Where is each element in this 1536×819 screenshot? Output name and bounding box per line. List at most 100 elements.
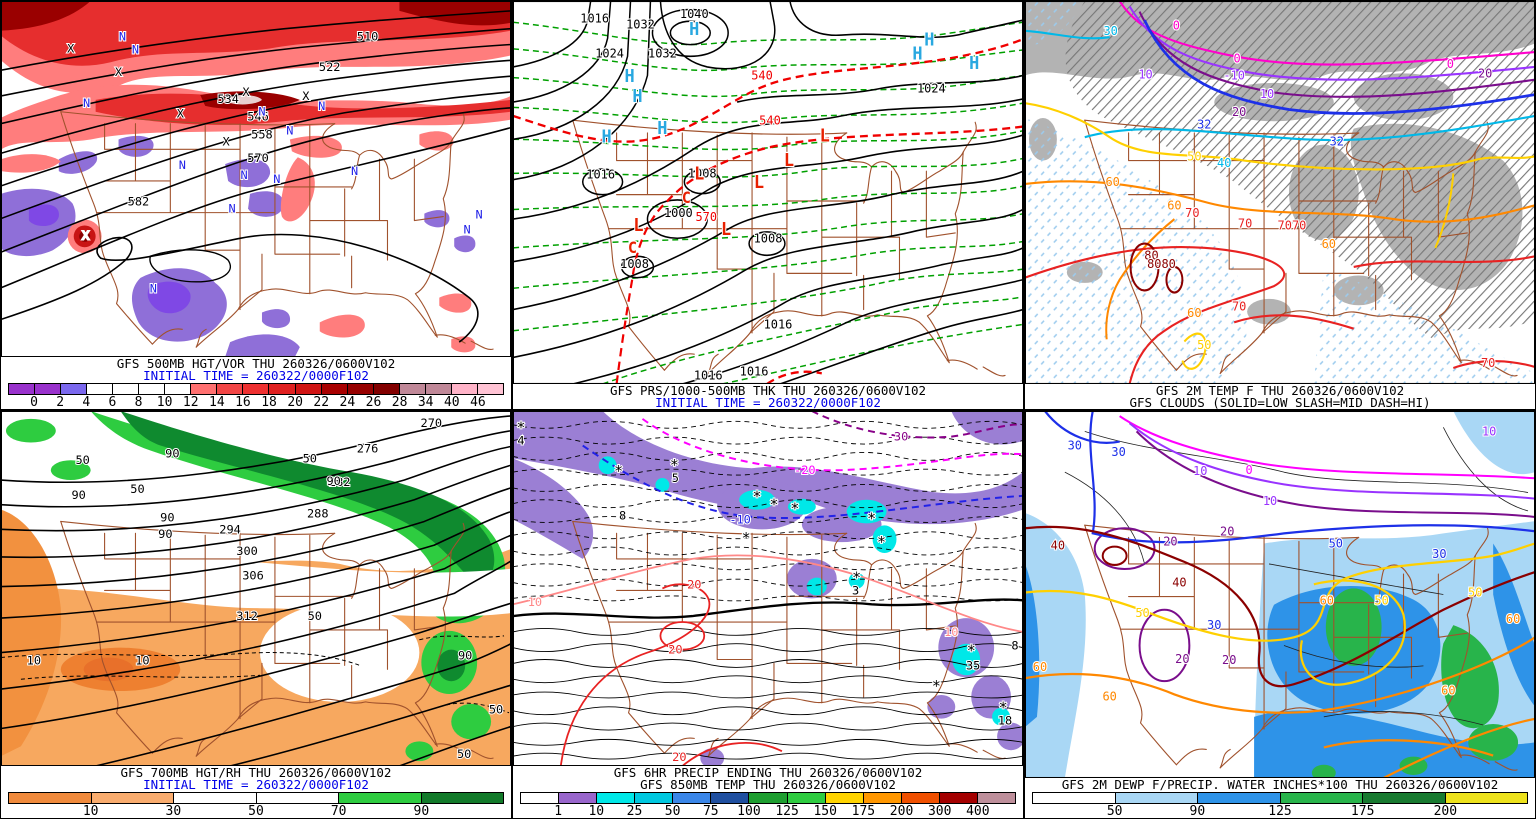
colorbar-segment: [113, 384, 140, 394]
panel-titles: GFS 2M DEWP F/PRECIP. WATER INCHES*100 T…: [1025, 778, 1535, 791]
panel-precip-850temp: -30 -20 -10 10 10 20 20 20 * 4 * 5 * 8 * * * * * * * 3 * 35 * * 18…: [512, 410, 1024, 819]
colorbar-segment: [749, 793, 788, 803]
map-label: L: [820, 126, 830, 147]
map-label: 0: [1246, 463, 1253, 477]
height-contours-700mb: [1, 415, 511, 766]
map-label: N: [228, 202, 235, 216]
map-label: 30: [1207, 618, 1221, 632]
map-label: 1032: [626, 17, 655, 31]
colorbar-segment: [243, 384, 270, 394]
map-label: 90: [458, 649, 472, 663]
colorbar-tick-label: 150: [813, 804, 837, 819]
colorbar-tick-label: 26: [365, 395, 382, 410]
map-label: 1016: [586, 167, 615, 181]
map-label: 40: [1172, 575, 1186, 589]
colorbar-tick-label: 4: [82, 395, 91, 410]
colorbar-tick-label: 400: [966, 804, 990, 819]
map-label: N: [119, 30, 126, 44]
rh-contours-dashed: [1, 635, 510, 714]
map-label: *: [999, 699, 1008, 717]
colorbar-tick-label: 28: [391, 395, 408, 410]
map-label: 8: [619, 509, 626, 523]
map-label: 534: [217, 92, 239, 106]
colorbar-tick-label: 50: [664, 804, 681, 819]
colorbar-tick-label: 2: [56, 395, 65, 410]
map-label: 0: [1447, 57, 1454, 71]
colorbar-tick-label: 50: [1106, 804, 1123, 819]
map-labels-layer: 270 276 282 288 294 300 306 312 90 50 90 50 90 90 50 90…: [26, 415, 505, 762]
map-label: N: [150, 282, 157, 296]
map-label: 1008: [688, 166, 717, 180]
pwat-blue-shading: [1025, 543, 1535, 778]
colorbar-rh: 10 30 50 70 90: [1, 791, 511, 818]
colorbar-tick-label: 46: [470, 395, 486, 410]
colorbar-segment: [256, 793, 339, 803]
panel-title: GFS 500MB HGT/VOR THU 260326/0600V102: [116, 356, 396, 371]
map-label: *: [670, 456, 679, 474]
map-label: 10: [1482, 424, 1496, 438]
map-label: 50: [1374, 594, 1388, 608]
colorbar-segment: [87, 384, 114, 394]
colorbar-segment: [217, 384, 244, 394]
map-label: 8080: [1147, 257, 1176, 271]
colorbar-segment: [1033, 793, 1116, 803]
panel-title: GFS 6HR PRECIP ENDING THU 260326/0600V10…: [613, 765, 923, 780]
map-label: 1040: [680, 7, 709, 21]
map-label: 10: [135, 653, 149, 667]
panel-titles: GFS 6HR PRECIP ENDING THU 260326/0600V10…: [513, 766, 1023, 791]
colorbar-segment: [863, 793, 902, 803]
colorbar-segment: [1198, 793, 1281, 803]
map-label: 558: [251, 127, 273, 141]
map-label: *: [932, 677, 941, 695]
map-label: 10: [528, 595, 542, 609]
colorbar-tick-label: 25: [626, 804, 643, 819]
colorbar-pwat: 50 90 125 175 200: [1025, 791, 1535, 818]
map-label: 306: [242, 569, 264, 583]
colorbar-segment: [9, 793, 92, 803]
map-label: H: [912, 44, 922, 65]
map-label: N: [240, 168, 247, 182]
map-label: 1016: [740, 364, 769, 378]
map-label: 20: [687, 578, 701, 592]
map-label: *: [877, 533, 886, 551]
precip-cyan-shading: [598, 456, 1011, 726]
map-label: 50: [130, 482, 144, 496]
map-label: X: [223, 134, 231, 148]
panel-700mb-hgt-rh: 270 276 282 288 294 300 306 312 90 50 90 50 90 90 50 90…: [0, 410, 512, 819]
colorbar-segment: [61, 384, 88, 394]
panel-500mb-hgt-vort: 510 522 534 546 558 570 582 N N X X N X N X N N X N N N N X N X N…: [0, 0, 512, 410]
colorbar-tick-label: 6: [108, 395, 117, 410]
map-label: -10: [1223, 68, 1245, 82]
map-label: N: [476, 208, 483, 222]
map-label: 20: [1163, 534, 1177, 548]
colorbar-tick-label: 24: [339, 395, 356, 410]
map-label: *: [753, 488, 762, 506]
map-label: 60: [1167, 198, 1181, 212]
rh-green-band: [90, 411, 506, 624]
colorbar-tick-label: 12: [182, 395, 199, 410]
colorbar-segment: [269, 384, 296, 394]
map-label: 20: [1478, 66, 1492, 80]
colorbar-segment: [174, 793, 257, 803]
map-label: 20: [1220, 524, 1234, 538]
colorbar-segment: [421, 793, 503, 803]
map-label: 0: [1234, 51, 1241, 65]
map-label: 70: [1185, 206, 1199, 220]
map-label: 32: [1330, 134, 1344, 148]
colorbar-tick-label: 0: [30, 395, 39, 410]
map-label: -20: [794, 463, 816, 477]
map-mslp-thickness: 1016 1032 1024 1032 1040 1024 540 540 1016 1008 10…: [513, 1, 1023, 384]
850temp-zero-line: [513, 598, 1023, 619]
map-labels-layer: 30 30 0 10 10 10 20 20 20 20 30 50 30 40 40 50 50 50 60 60 6…: [1032, 423, 1522, 704]
mslp-contours: [513, 1, 1023, 384]
map-label: H: [602, 127, 612, 148]
map-label: N: [179, 158, 186, 172]
map-label: 1008: [754, 231, 783, 245]
map-label: 40: [1217, 156, 1231, 170]
colorbar-segment: [901, 793, 940, 803]
panel-initial-time: INITIAL TIME = 260322/0000F102: [143, 777, 369, 792]
map-label: N: [318, 99, 325, 113]
